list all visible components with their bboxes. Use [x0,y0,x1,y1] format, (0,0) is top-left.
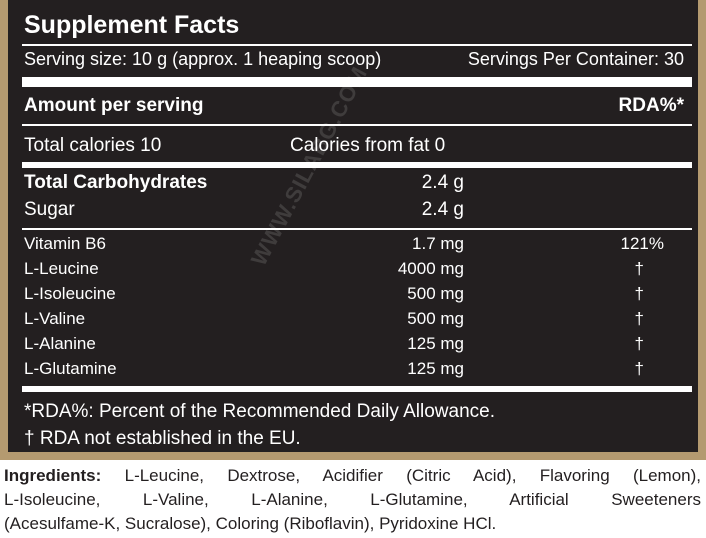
ingredients-label: Ingredients: [4,466,102,485]
nutrient-name: L-Glutamine [24,359,117,378]
carb-name: Total Carbohydrates [24,172,208,193]
nutrient-name: L-Leucine [24,259,99,278]
nutrient-amount: 125 mg [407,334,464,353]
thick-divider [22,77,692,87]
carb-name: Sugar [24,199,75,220]
nutrient-name: L-Valine [24,309,86,328]
divider [22,124,692,126]
ingredients-block: Ingredients: L-Leucine, Dextrose, Acidif… [4,464,701,536]
rda-header: RDA%* [618,95,684,116]
nutrient-rda: † [634,359,644,378]
nutrient-amount: 500 mg [407,309,464,328]
rda-footnote: *RDA%: Percent of the Recommended Daily … [24,401,496,422]
total-calories: Total calories 10 [24,135,162,156]
supplement-facts-panel: Supplement Facts Serving size: 10 g (app… [8,0,698,452]
nutrient-rda: † [634,259,644,278]
nutrient-rda: † [634,309,644,328]
ingredients-text: L-Leucine, Dextrose, Acidifier (Citric A… [101,466,701,485]
nutrient-rda: 121% [620,234,664,253]
nutrient-rda: † [634,284,644,303]
divider [22,228,692,230]
calories-from-fat: Calories from fat 0 [290,135,446,156]
dagger-footnote: † RDA not established in the EU. [24,428,301,449]
supplement-facts-frame: Supplement Facts Serving size: 10 g (app… [0,0,706,460]
nutrient-amount: 1.7 mg [412,234,464,253]
carb-amount: 2.4 g [421,172,464,193]
nutrient-rda: † [634,334,644,353]
nutrient-name: L-Isoleucine [24,284,116,303]
nutrient-amount: 4000 mg [397,259,464,278]
thick-divider [22,386,692,392]
nutrient-name: L-Alanine [24,334,96,353]
ingredients-line: Ingredients: L-Leucine, Dextrose, Acidif… [4,464,701,488]
carb-amount: 2.4 g [421,199,464,220]
divider [22,44,692,46]
amount-per-serving-header: Amount per serving [24,95,204,116]
nutrient-name: Vitamin B6 [24,234,106,253]
serving-size: Serving size: 10 g (approx. 1 heaping sc… [24,49,382,69]
nutrient-amount: 125 mg [407,359,464,378]
nutrient-amount: 500 mg [407,284,464,303]
thick-divider [22,162,692,168]
ingredients-line: (Acesulfame-K, Sucralose), Coloring (Rib… [4,514,497,533]
ingredients-line: L-Isoleucine, L-Valine, L-Alanine, L-Glu… [4,490,701,509]
panel-title: Supplement Facts [24,11,240,39]
servings-per-container: Servings Per Container: 30 [467,49,684,69]
